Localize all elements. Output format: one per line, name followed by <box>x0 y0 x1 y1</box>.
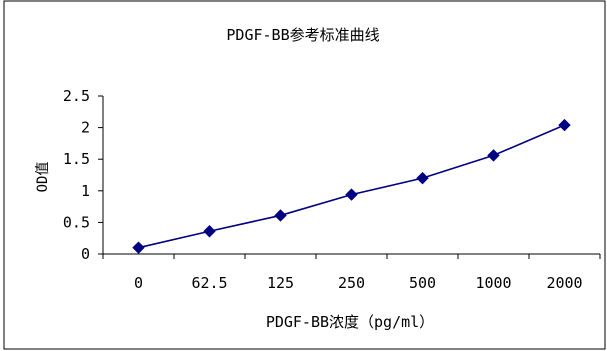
data-point <box>487 149 500 162</box>
data-point <box>274 209 287 222</box>
data-point <box>558 118 571 132</box>
y-tick-label: 2.5 <box>63 87 90 105</box>
x-tick-label: 1000 <box>475 274 511 292</box>
chart-border <box>3 0 606 350</box>
x-tick-label: 500 <box>409 274 436 292</box>
data-point <box>132 241 145 254</box>
x-tick-label: 2000 <box>546 274 582 292</box>
data-point <box>416 171 429 185</box>
axes: 0 0.5 1 1.5 2 2.5 0 62.5 125 250 500 1000 2000 <box>63 87 601 292</box>
chart-title: PDGF-BB参考标准曲线 <box>226 26 379 44</box>
y-tick-label: 1 <box>81 182 90 200</box>
y-axis-label: OD值 <box>35 162 51 193</box>
y-tick-label: 0 <box>81 245 90 263</box>
data-point <box>203 225 216 238</box>
data-point <box>345 188 358 201</box>
y-tick-label: 1.5 <box>63 150 90 168</box>
x-tick-label: 0 <box>134 274 143 292</box>
y-tick-label: 2 <box>81 119 90 137</box>
x-axis-label: PDGF-BB浓度（pg/ml） <box>266 313 434 331</box>
x-tick-label: 125 <box>267 274 294 292</box>
series-group <box>132 118 571 254</box>
x-tick-label: 62.5 <box>191 274 227 292</box>
x-tick-label: 250 <box>338 274 365 292</box>
y-tick-label: 0.5 <box>63 213 90 231</box>
